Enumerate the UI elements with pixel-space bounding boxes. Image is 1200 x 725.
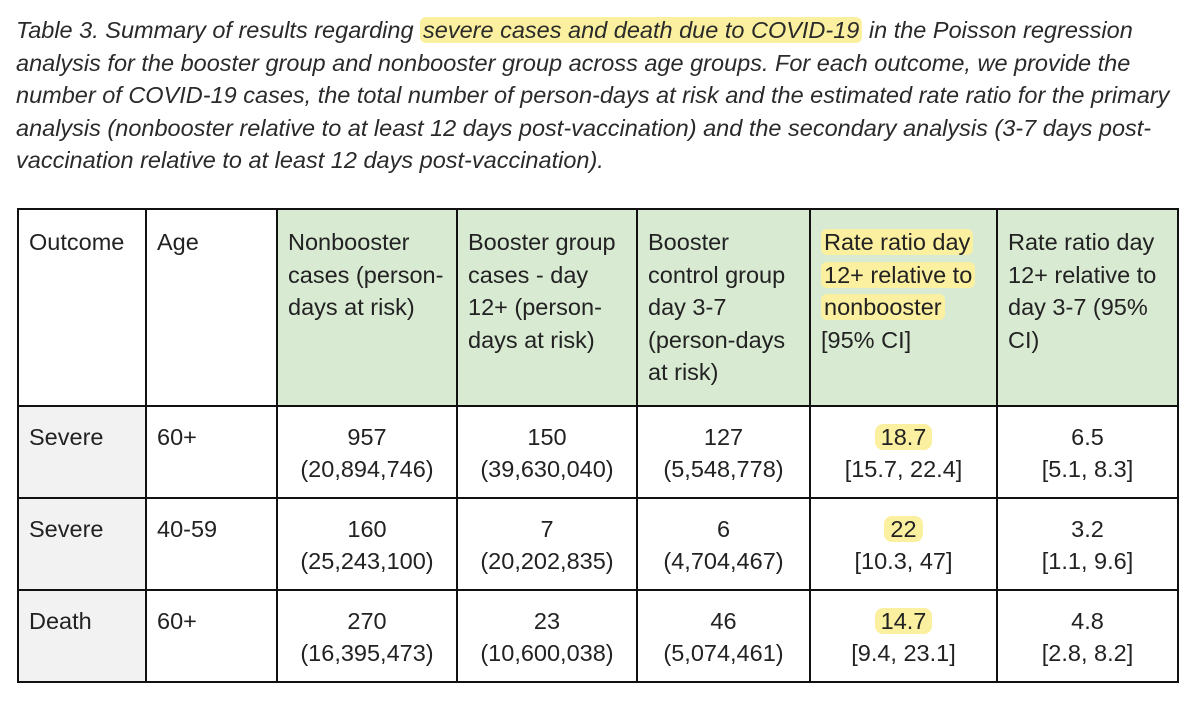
header-booster-day12: Booster group cases - day 12+ (person-da… — [456, 208, 638, 407]
rate-ratio-primary-value: 14.7 — [874, 607, 933, 634]
table-caption: Table 3. Summary of results regarding se… — [16, 14, 1186, 177]
cell-nonbooster: 160 (25,243,100) — [276, 496, 458, 591]
row-age: 40-59 — [145, 496, 278, 591]
nonbooster-person-days: (16,395,473) — [300, 640, 434, 666]
rate-ratio-secondary-ci: [2.8, 8.2] — [1041, 640, 1134, 666]
booster12-person-days: (10,600,038) — [480, 640, 614, 666]
rate-ratio-secondary-value: 3.2 — [1071, 515, 1104, 542]
nonbooster-person-days: (20,894,746) — [300, 456, 434, 482]
cell-booster-day3-7: 46 (5,074,461) — [636, 588, 811, 683]
booster12-person-days: (39,630,040) — [480, 456, 614, 482]
cell-rate-ratio-primary: 14.7 [9.4, 23.1] — [809, 588, 998, 683]
rate-ratio-primary-value: 18.7 — [874, 423, 933, 450]
table-row: Death 60+ 270 (16,395,473) 23 (10,600,038)… — [17, 588, 1179, 683]
booster12-person-days: (20,202,835) — [480, 548, 614, 574]
header-nonbooster: Nonbooster cases (person-days at risk) — [276, 208, 458, 407]
row-age: 60+ — [145, 588, 278, 683]
row-age: 60+ — [145, 404, 278, 499]
booster12-cases: 23 — [533, 607, 561, 634]
booster37-cases: 127 — [703, 423, 744, 450]
header-booster-day3-7: Booster control group day 3-7 (person-da… — [636, 208, 811, 407]
cell-rate-ratio-secondary: 3.2 [1.1, 9.6] — [996, 496, 1179, 591]
rate-ratio-primary-ci: [9.4, 23.1] — [851, 640, 956, 666]
booster37-person-days: (5,074,461) — [663, 640, 784, 666]
cell-nonbooster: 270 (16,395,473) — [276, 588, 458, 683]
cell-rate-ratio-primary: 18.7 [15.7, 22.4] — [809, 404, 998, 499]
nonbooster-cases: 160 — [347, 515, 387, 542]
rate-ratio-primary-ci: [10.3, 47] — [854, 548, 953, 574]
table-header-row: Outcome Age Nonbooster cases (person-day… — [17, 208, 1179, 407]
header-outcome: Outcome — [17, 208, 147, 407]
rate-ratio-secondary-value: 4.8 — [1071, 607, 1104, 634]
table-row: Severe 40-59 160 (25,243,100) 7 (20,202,83… — [17, 496, 1179, 591]
row-outcome: Severe — [17, 496, 147, 591]
caption-text-end: in the Poisson regression analysis for t… — [16, 17, 1170, 173]
rate-ratio-primary-value: 22 — [884, 515, 923, 542]
row-outcome: Severe — [17, 404, 147, 499]
header-rate-ratio-primary-ci: [95% CI] — [821, 326, 912, 353]
cell-booster-day3-7: 127 (5,548,778) — [636, 404, 811, 499]
caption-text-start: Table 3. Summary of results regarding — [16, 17, 421, 43]
cell-booster-day12: 23 (10,600,038) — [456, 588, 638, 683]
header-rate-ratio-primary: Rate ratio day 12+ relative to nonbooste… — [809, 208, 998, 407]
cell-rate-ratio-secondary: 4.8 [2.8, 8.2] — [996, 588, 1179, 683]
nonbooster-cases: 270 — [347, 607, 387, 634]
cell-rate-ratio-secondary: 6.5 [5.1, 8.3] — [996, 404, 1179, 499]
cell-booster-day12: 7 (20,202,835) — [456, 496, 638, 591]
table-row: Severe 60+ 957 (20,894,746) 150 (39,630,04… — [17, 404, 1179, 499]
cell-rate-ratio-primary: 22 [10.3, 47] — [809, 496, 998, 591]
rate-ratio-secondary-ci: [5.1, 8.3] — [1041, 456, 1134, 482]
rate-ratio-secondary-value: 6.5 — [1071, 423, 1104, 450]
header-rate-ratio-secondary: Rate ratio day 12+ relative to day 3-7 (… — [996, 208, 1179, 407]
results-table: Outcome Age Nonbooster cases (person-day… — [17, 208, 1179, 683]
cell-booster-day12: 150 (39,630,040) — [456, 404, 638, 499]
rate-ratio-secondary-ci: [1.1, 9.6] — [1041, 548, 1134, 574]
nonbooster-person-days: (25,243,100) — [300, 548, 434, 574]
booster12-cases: 7 — [540, 515, 554, 542]
booster37-person-days: (5,548,778) — [663, 456, 784, 482]
row-outcome: Death — [17, 588, 147, 683]
cell-nonbooster: 957 (20,894,746) — [276, 404, 458, 499]
booster12-cases: 150 — [527, 423, 567, 450]
header-age: Age — [145, 208, 278, 407]
header-rate-ratio-primary-highlight: Rate ratio day 12+ relative to nonbooste… — [821, 229, 976, 320]
rate-ratio-primary-ci: [15.7, 22.4] — [844, 456, 963, 482]
caption-highlight: severe cases and death due to COVID-19 — [420, 17, 863, 43]
nonbooster-cases: 957 — [347, 423, 387, 450]
cell-booster-day3-7: 6 (4,704,467) — [636, 496, 811, 591]
booster37-cases: 6 — [716, 515, 731, 542]
booster37-person-days: (4,704,467) — [663, 548, 784, 574]
booster37-cases: 46 — [710, 607, 737, 634]
